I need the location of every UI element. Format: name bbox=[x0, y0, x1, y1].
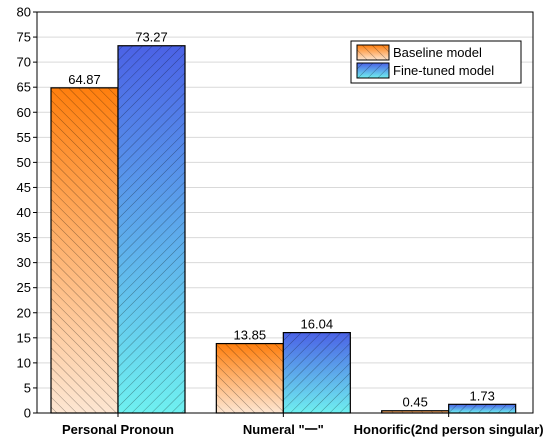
legend-swatch-hatch bbox=[356, 62, 390, 79]
y-tick-label: 60 bbox=[17, 105, 31, 120]
y-tick-label: 65 bbox=[17, 80, 31, 95]
y-tick-label: 5 bbox=[24, 380, 31, 395]
bar-hatch bbox=[215, 342, 284, 414]
legend: Baseline model Fine-tuned model bbox=[350, 40, 522, 84]
data-label: 13.85 bbox=[234, 328, 267, 343]
y-tick-label: 75 bbox=[17, 30, 31, 45]
data-label: 16.04 bbox=[301, 317, 334, 332]
data-label: 0.45 bbox=[403, 395, 428, 410]
legend-label: Fine-tuned model bbox=[393, 63, 494, 78]
y-tick-label: 55 bbox=[17, 130, 31, 145]
data-label: 1.73 bbox=[470, 388, 495, 403]
bar-hatch bbox=[282, 331, 351, 414]
bars bbox=[50, 45, 517, 414]
legend-label: Baseline model bbox=[393, 45, 482, 60]
y-tick-label: 40 bbox=[17, 205, 31, 220]
y-tick-label: 15 bbox=[17, 330, 31, 345]
y-tick-label: 30 bbox=[17, 255, 31, 270]
plot-frame bbox=[36, 11, 534, 414]
x-category-label: Numeral "一" bbox=[243, 422, 324, 437]
data-label: 73.27 bbox=[135, 30, 168, 45]
labels: 0 5 10 15 20 25 30 35 40 45 50 55 60 65 70 75 80 64.87 73.… bbox=[17, 5, 544, 438]
axes bbox=[33, 11, 534, 417]
y-tick-label: 10 bbox=[17, 355, 31, 370]
y-tick-label: 0 bbox=[24, 406, 31, 421]
x-category-label: Honorific(2nd person singular) bbox=[354, 422, 544, 437]
y-tick-label: 35 bbox=[17, 230, 31, 245]
y-tick-label: 70 bbox=[17, 55, 31, 70]
y-tick-label: 80 bbox=[17, 5, 31, 20]
y-tick-label: 20 bbox=[17, 305, 31, 320]
data-label: 64.87 bbox=[68, 72, 101, 87]
bar-hatch bbox=[448, 403, 517, 414]
bar-hatch bbox=[50, 87, 119, 414]
legend-swatch-hatch bbox=[356, 44, 390, 61]
bar-hatch bbox=[117, 45, 186, 414]
y-tick-label: 25 bbox=[17, 280, 31, 295]
y-tick-label: 50 bbox=[17, 155, 31, 170]
x-category-label: Personal Pronoun bbox=[62, 422, 174, 437]
y-tick-label: 45 bbox=[17, 180, 31, 195]
